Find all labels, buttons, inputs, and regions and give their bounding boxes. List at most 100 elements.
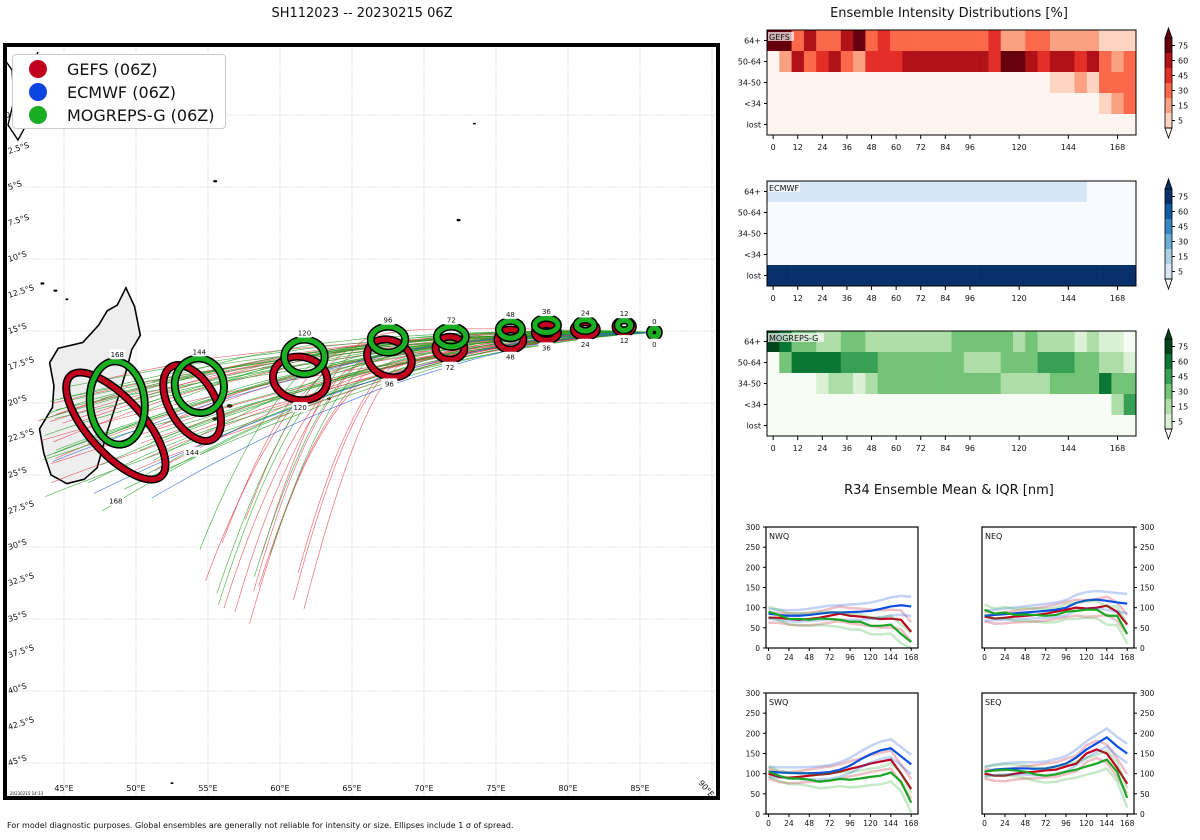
colorbar-segment: [1165, 83, 1172, 98]
heatmap-cell: [840, 352, 854, 374]
heatmap-cell: [914, 181, 928, 203]
heatmap-cell: [890, 51, 903, 73]
heatmap-cell: [828, 265, 842, 287]
heatmap-cell: [939, 51, 952, 73]
colorbar-frame: [1164, 188, 1173, 280]
heatmap-cell: [803, 93, 817, 115]
heatmap-cell: [890, 223, 903, 245]
lon-label: 70°E: [414, 784, 433, 793]
heatmap-cell: [828, 244, 842, 266]
heatmap-cell: [840, 114, 854, 136]
spread-ellipse-mogreps-g: [368, 324, 408, 356]
heatmap-cell: [914, 72, 928, 94]
x-tick-label: 0: [766, 653, 771, 662]
colorbar-segment: [1165, 414, 1172, 429]
heatmap-cell: [791, 30, 805, 52]
heatmap-cell: [853, 265, 866, 287]
heatmap-cell: [1062, 415, 1075, 437]
colorbar-max-arrow: [1164, 26, 1173, 39]
heatmap-cell: [791, 415, 805, 437]
heatmap-cell: [890, 394, 903, 416]
colorbar-segment: [1165, 68, 1172, 83]
heatmap-cell: [902, 30, 915, 52]
iqr-bound-ecmwf: [768, 594, 912, 612]
heatmap-cell: [779, 394, 792, 416]
ellipse-label-bg: [380, 314, 396, 325]
x-tick-label: 36: [842, 444, 852, 453]
y-tick-label: 0: [1140, 810, 1145, 819]
heatmap-cell: [976, 30, 989, 52]
heatmap-cell: [926, 72, 940, 94]
heatmap-cell: [963, 181, 977, 203]
y-tick-label: 250: [746, 709, 761, 718]
heatmap-cell: [1111, 72, 1124, 94]
heatmap-cell: [1086, 223, 1100, 245]
y-tick-label: 300: [746, 523, 761, 532]
heatmap-cell: [1025, 352, 1038, 374]
heatmap-cell: [914, 202, 928, 224]
heatmap-cell: [1049, 181, 1063, 203]
ellipse-hour-label: 36: [542, 308, 551, 316]
heatmap-cell: [963, 93, 977, 115]
heatmap-cell: [914, 415, 928, 437]
heatmap-cell: [1025, 30, 1038, 52]
heatmap-cell: [1013, 223, 1026, 245]
heatmap-cell: [767, 394, 780, 416]
heatmap-cell: [1013, 30, 1026, 52]
heatmap-cell: [951, 244, 965, 266]
x-tick-label: 0: [766, 819, 771, 828]
heatmap-cell: [1062, 352, 1075, 374]
lon-label: 80°E: [558, 784, 577, 793]
colorbar-segment: [1165, 399, 1172, 414]
heatmap-cell: [1062, 373, 1075, 395]
x-tick-label: 48: [866, 294, 876, 303]
heatmap-cell: [1062, 265, 1075, 287]
island: [65, 298, 69, 301]
heatmap-cell: [1074, 415, 1088, 437]
heatmap-cell: [1013, 72, 1026, 94]
lon-label: 45°E: [54, 784, 73, 793]
colorbar-tick-label: 75: [1178, 193, 1188, 202]
heatmap-cell: [1037, 72, 1051, 94]
heatmap-cell: [1013, 352, 1026, 374]
r34-plot-area: [766, 527, 918, 648]
heatmap-cell: [803, 223, 817, 245]
island: [40, 282, 45, 285]
heatmap-cell: [803, 114, 817, 136]
heatmap-cell: [939, 244, 952, 266]
heatmap-cell: [803, 265, 817, 287]
heatmap-cell: [853, 415, 866, 437]
colorbar-segment: [1165, 219, 1172, 234]
x-tick-label: 96: [845, 819, 855, 828]
heatmap-cell: [803, 352, 817, 374]
heatmap-cell: [853, 373, 866, 395]
ellipse-hour-label: 144: [185, 449, 199, 457]
mean-line-ecmwf: [768, 747, 912, 775]
heatmap-cell: [1111, 331, 1124, 353]
heatmap-cell: [840, 72, 854, 94]
heatmap-cell: [988, 244, 1001, 266]
heatmap-cell: [767, 265, 780, 287]
iqr-bound-ecmwf: [984, 606, 1128, 622]
heatmap-cell: [1013, 244, 1026, 266]
mean-line-mogreps-g: [768, 610, 912, 643]
mean-line-mogreps-g: [984, 608, 1129, 635]
heatmap-cell: [853, 394, 866, 416]
heatmap-cell: [816, 415, 829, 437]
heatmap-cell: [914, 394, 928, 416]
ellipse-label-bg: [292, 402, 309, 413]
heatmap-cell: [951, 415, 965, 437]
heatmap-cell: [791, 202, 805, 224]
heatmap-cell: [1062, 30, 1075, 52]
x-tick-label: 48: [1021, 653, 1031, 662]
heatmap-cell: [988, 202, 1001, 224]
colorbar-segment: [1165, 53, 1172, 68]
heatmap-cell: [803, 181, 817, 203]
ellipse-label-bg: [646, 338, 663, 349]
ellipse-label-bg: [296, 327, 313, 338]
heatmap-cell: [1025, 373, 1038, 395]
heatmap-cell: [1037, 244, 1051, 266]
heatmap-cell: [853, 181, 866, 203]
y-tick-label: 250: [746, 543, 761, 552]
heatmap-cell: [779, 265, 792, 287]
